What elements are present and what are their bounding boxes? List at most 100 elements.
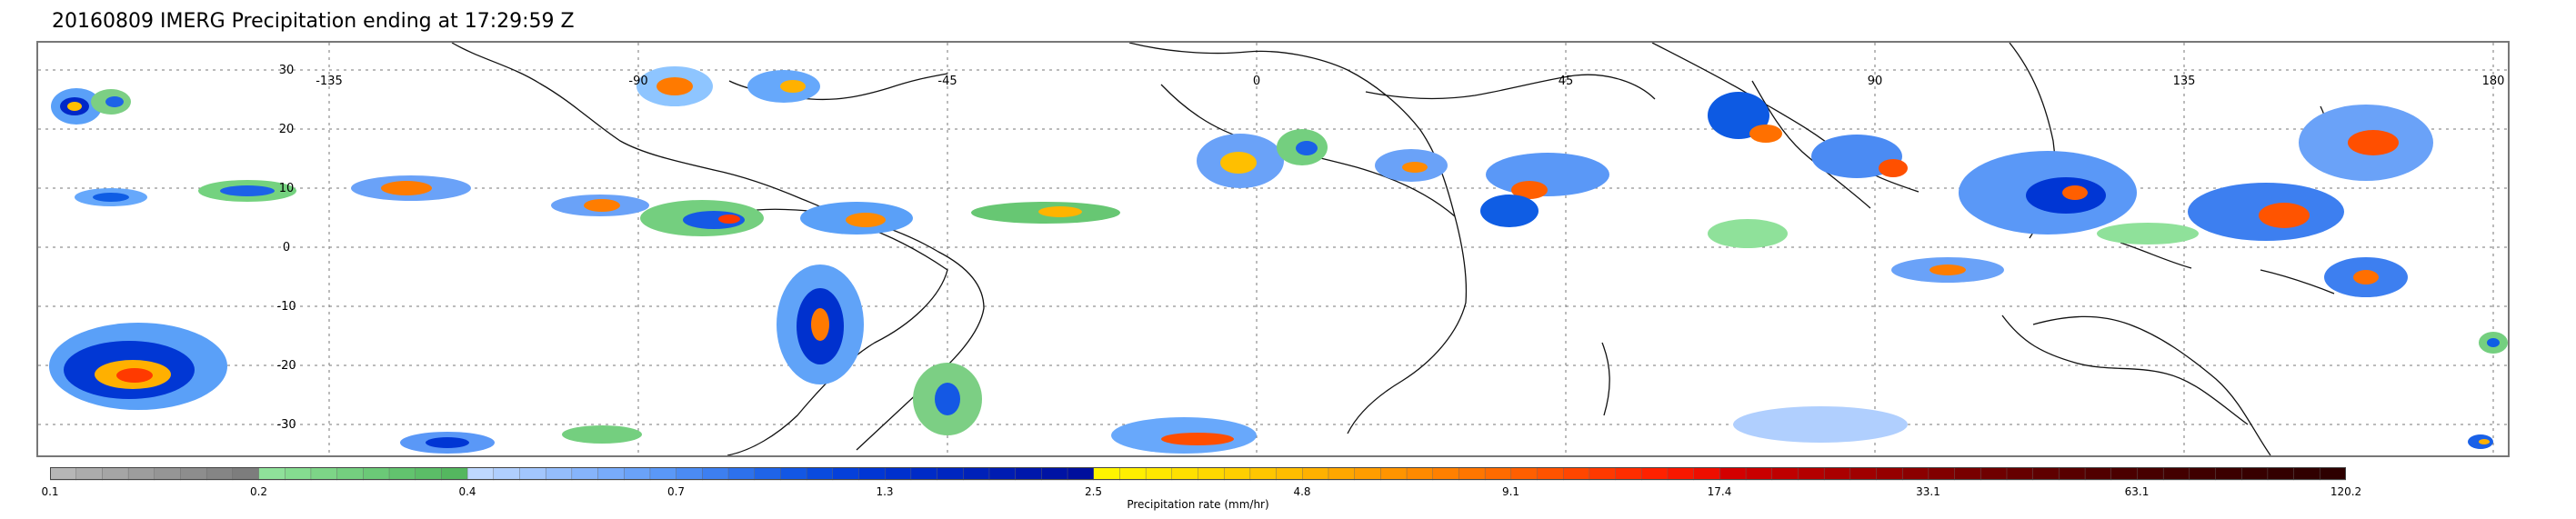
lat-label: 10 <box>279 182 295 195</box>
colorbar-segment <box>363 467 390 481</box>
colorbar-tick-label: 2.5 <box>1084 485 1103 498</box>
colorbar-segment <box>1328 467 1356 481</box>
colorbar-tick-label: 0.2 <box>249 485 268 498</box>
colorbar-segment <box>988 467 1017 481</box>
lat-label: -20 <box>276 359 296 373</box>
lat-label: -10 <box>276 300 296 314</box>
colorbar-segment <box>832 467 859 481</box>
colorbar-tick-label: 0.1 <box>41 485 59 498</box>
colorbar-segment <box>1563 467 1590 481</box>
colorbar-segment <box>466 467 495 481</box>
colorbar-segment <box>127 467 155 481</box>
precipitation-map: -135 -90 -45 0 45 90 135 180 30 20 10 0 … <box>38 43 2508 455</box>
colorbar-segment <box>180 467 207 481</box>
lat-label: -30 <box>276 418 296 432</box>
colorbar-title: Precipitation rate (mm/hr) <box>1127 498 1269 511</box>
colorbar-segment <box>963 467 990 481</box>
colorbar-segment <box>1223 467 1251 481</box>
colorbar-segment <box>1823 467 1851 481</box>
colorbar-segment <box>1693 467 1720 481</box>
colorbar-segment <box>493 467 520 481</box>
colorbar-segment <box>1798 467 1825 481</box>
colorbar-segment <box>1067 467 1095 481</box>
precipitation-clusters <box>49 66 2508 454</box>
colorbar-segment <box>154 467 181 481</box>
colorbar-segment <box>649 467 677 481</box>
colorbar-segment <box>205 467 234 481</box>
colorbar-segment <box>1876 467 1903 481</box>
map-background <box>38 43 2508 455</box>
precipitation-colorbar <box>50 467 2346 481</box>
colorbar-segment <box>910 467 937 481</box>
colorbar-segment <box>285 467 312 481</box>
colorbar-segment <box>1276 467 1303 481</box>
colorbar-tick-label: 1.3 <box>876 485 894 498</box>
colorbar-segment <box>1954 467 1981 481</box>
latitude-labels: 30 20 10 0 -10 -20 -30 <box>276 64 296 432</box>
colorbar-segment <box>1589 467 1616 481</box>
colorbar-segment <box>519 467 546 481</box>
colorbar-segment <box>2320 467 2346 481</box>
colorbar-segment <box>884 467 912 481</box>
colorbar-segment <box>388 467 416 481</box>
colorbar-segment <box>545 467 573 481</box>
colorbar-segment <box>2267 467 2295 481</box>
precipitation-map-frame: -135 -90 -45 0 45 90 135 180 30 20 10 0 … <box>36 41 2510 457</box>
colorbar-segment <box>1902 467 1929 481</box>
colorbar-segment <box>2032 467 2060 481</box>
colorbar-segment <box>1458 467 1486 481</box>
colorbar-tick-label: 33.1 <box>1916 485 1940 498</box>
colorbar-segment <box>1432 467 1459 481</box>
colorbar-tick-label: 0.4 <box>458 485 476 498</box>
colorbar-border <box>50 467 2346 480</box>
colorbar-segment <box>1484 467 1512 481</box>
colorbar-segment <box>858 467 886 481</box>
colorbar-segment <box>1641 467 1669 481</box>
colorbar-segment <box>1015 467 1042 481</box>
colorbar-segment <box>310 467 338 481</box>
colorbar-segment <box>597 467 625 481</box>
colorbar-segment <box>2215 467 2242 481</box>
colorbar-segment <box>2162 467 2190 481</box>
colorbar-container: 0.1 0.2 0.4 0.7 1.3 2.5 4.8 9.1 17.4 33.… <box>41 467 2361 516</box>
colorbar-segment <box>2241 467 2269 481</box>
colorbar-segment <box>780 467 807 481</box>
longitude-labels: -135 -90 -45 0 45 90 135 180 <box>316 75 2504 88</box>
colorbar-segment <box>937 467 964 481</box>
colorbar-segment <box>1719 467 1747 481</box>
lon-label: 0 <box>1253 75 1260 88</box>
colorbar-tick-label: 63.1 <box>2124 485 2150 498</box>
colorbar-segment <box>415 467 442 481</box>
colorbar-segment <box>2293 467 2320 481</box>
colorbar-segment <box>441 467 468 481</box>
map-title: 20160809 IMERG Precipitation ending at 1… <box>52 10 575 33</box>
colorbar-segment <box>1354 467 1381 481</box>
colorbar-segment <box>806 467 834 481</box>
colorbar-tick-label: 9.1 <box>1501 485 1520 498</box>
colorbar-segment <box>336 467 364 481</box>
colorbar-segment <box>2084 467 2112 481</box>
colorbar-segment <box>1093 467 1120 481</box>
colorbar-segment <box>1510 467 1538 481</box>
colorbar-segment <box>1928 467 1956 481</box>
colorbar-segment <box>1119 467 1147 481</box>
colorbar-segment <box>1980 467 2008 481</box>
colorbar-segment <box>1849 467 1877 481</box>
colorbar-segment <box>75 467 103 481</box>
colorbar-segment <box>1406 467 1434 481</box>
lat-label: 20 <box>279 123 295 136</box>
lat-label: 0 <box>283 241 290 255</box>
colorbar-segment <box>50 467 77 481</box>
colorbar-segment <box>2006 467 2034 481</box>
lon-label: 135 <box>2173 75 2196 88</box>
lon-label: 90 <box>1868 75 1883 88</box>
colorbar-segment <box>1041 467 1068 481</box>
colorbar-segment <box>102 467 129 481</box>
colorbar-tick-label: 0.7 <box>667 485 686 498</box>
colorbar-segment <box>727 467 756 481</box>
colorbar-segment <box>1380 467 1408 481</box>
colorbar-segment <box>1302 467 1329 481</box>
colorbar-segment <box>1198 467 1225 481</box>
lon-label: 45 <box>1559 75 1574 88</box>
